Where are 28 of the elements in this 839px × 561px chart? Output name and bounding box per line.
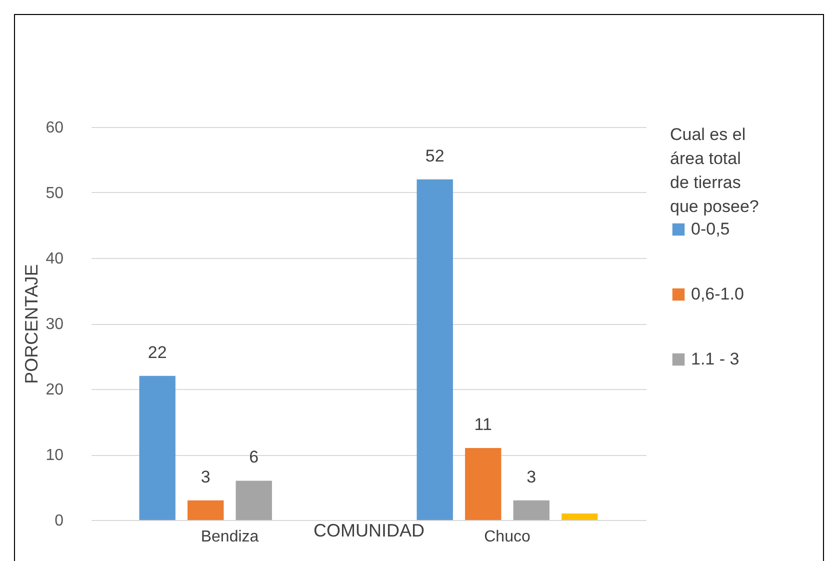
y-tick-label: 50 (46, 185, 64, 202)
bar (513, 500, 550, 520)
bar (416, 179, 453, 520)
y-tick-label: 0 (54, 512, 64, 530)
legend-label: 0,6-1.0 (691, 284, 744, 304)
y-tick-label: 30 (46, 316, 64, 333)
x-tick-label: Chuco (484, 528, 530, 546)
data-label: 6 (249, 448, 259, 467)
legend-label: 1.1 - 3 (691, 350, 740, 368)
bar (562, 513, 598, 520)
y-axis-title: PORCENTAJE (22, 264, 42, 384)
bar (465, 448, 502, 520)
y-tick-label: 20 (46, 382, 64, 398)
y-tick-label: 10 (46, 447, 64, 464)
legend-title: Cual es el área total de tierras que posee? (670, 125, 759, 216)
x-axis-title: COMUNIDAD (314, 520, 424, 540)
bar (139, 376, 176, 520)
data-label: 3 (526, 467, 536, 486)
data-label: 3 (200, 467, 210, 486)
y-tick-label: 40 (46, 250, 64, 268)
data-label: 52 (425, 146, 444, 166)
bar (188, 500, 224, 520)
legend-label: 0-0,5 (691, 220, 730, 238)
x-tick-label: Bendiza (200, 528, 259, 546)
data-label: 11 (474, 414, 492, 434)
data-label: 22 (148, 342, 167, 362)
y-tick-label: 60 (46, 120, 64, 136)
bar (236, 480, 272, 520)
